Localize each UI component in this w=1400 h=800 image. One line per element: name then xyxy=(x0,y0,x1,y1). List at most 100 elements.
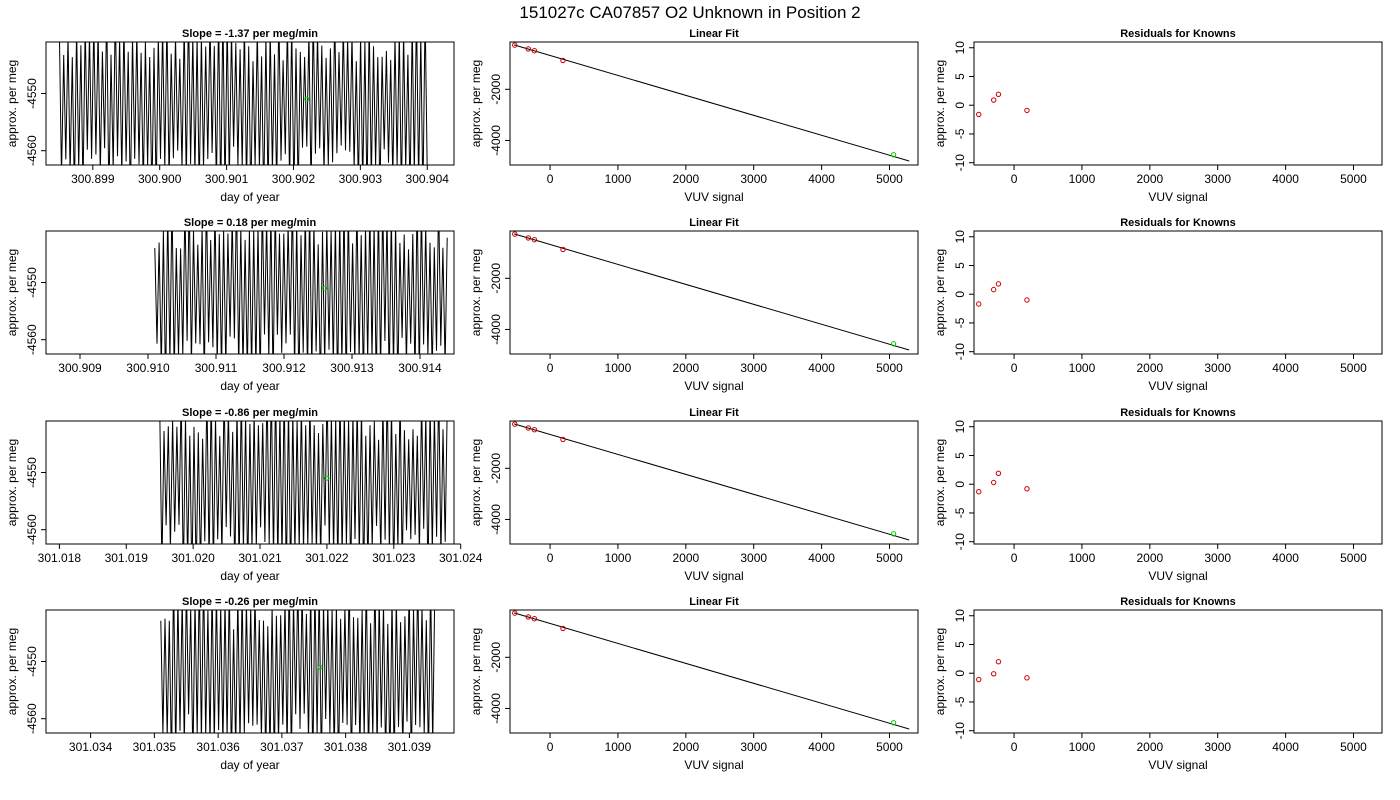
x-tick-label: 4000 xyxy=(1272,740,1299,754)
y-axis-label: approx. per meg xyxy=(933,628,947,715)
panel-11: Linear Fit 0 1000 2000 3000 4000 5000 -2000 -400… xyxy=(469,596,919,772)
x-tick-label: 300.914 xyxy=(398,361,442,375)
panel-12: Residuals for Knowns 0 1000 2000 3000 4000 500… xyxy=(933,596,1383,772)
y-tick-label: 0 xyxy=(953,670,967,677)
y-axis-label: approx. per meg xyxy=(469,439,483,526)
x-tick-label: 3000 xyxy=(740,172,767,186)
x-tick-label: 301.038 xyxy=(324,740,368,754)
x-tick-label: 301.020 xyxy=(171,551,215,565)
panel-title: Slope = 0.18 per meg/min xyxy=(184,217,317,229)
plot-frame xyxy=(973,41,1383,166)
plot-frame xyxy=(973,609,1383,734)
x-tick-label: 301.024 xyxy=(439,551,483,565)
y-tick-label: 5 xyxy=(953,641,967,648)
x-tick-label: 3000 xyxy=(740,551,767,565)
data-trace xyxy=(59,42,428,165)
known-point xyxy=(976,301,982,307)
x-tick-label: 301.022 xyxy=(305,551,349,565)
panel-title: Linear Fit xyxy=(689,596,739,608)
panel-grid: Slope = -1.37 per meg/min 300.899 300.900 3… xyxy=(5,28,1383,772)
y-tick-label: -5 xyxy=(953,696,967,707)
plot-frame xyxy=(45,420,455,545)
x-tick-label: 301.019 xyxy=(105,551,149,565)
x-tick-label: 2000 xyxy=(672,361,699,375)
panel-title: Residuals for Knowns xyxy=(1120,217,1236,229)
y-tick-label: -4560 xyxy=(25,135,39,166)
x-axis-label: VUV signal xyxy=(684,190,743,204)
x-tick-label: 300.902 xyxy=(272,172,316,186)
data-trace xyxy=(159,421,448,544)
known-point xyxy=(990,671,997,677)
unknown-marker xyxy=(322,285,328,291)
plot-area xyxy=(512,610,910,730)
unknown-marker xyxy=(324,475,330,481)
y-axis-label: approx. per meg xyxy=(933,439,947,526)
x-tick-label: 301.036 xyxy=(196,740,240,754)
x-tick-label: 0 xyxy=(1011,361,1018,375)
x-tick-label: 4000 xyxy=(1272,172,1299,186)
x-tick-label: 4000 xyxy=(808,740,835,754)
plot-area xyxy=(160,610,436,733)
y-tick-label: 0 xyxy=(953,481,967,488)
unknown-marker xyxy=(304,96,310,102)
known-point xyxy=(995,659,1002,665)
x-tick-label: 301.018 xyxy=(38,551,82,565)
known-point xyxy=(976,488,982,495)
y-tick-label: -5 xyxy=(953,317,967,328)
x-axis-label: VUV signal xyxy=(1148,758,1207,772)
y-axis-label: approx. per meg xyxy=(5,439,19,526)
y-tick-label: 0 xyxy=(953,291,967,298)
x-tick-label: 4000 xyxy=(1272,551,1299,565)
known-point xyxy=(995,281,1002,287)
plot-area xyxy=(976,91,1030,118)
x-tick-label: 5000 xyxy=(1340,551,1367,565)
known-point xyxy=(560,625,566,632)
plot-frame xyxy=(45,230,455,355)
y-tick-label: -4000 xyxy=(489,693,503,724)
x-axis-label: day of year xyxy=(220,190,279,204)
unknown-point xyxy=(890,152,897,158)
plot-area xyxy=(976,470,1030,495)
panel-title: Residuals for Knowns xyxy=(1120,28,1236,40)
x-tick-label: 0 xyxy=(547,172,554,186)
x-tick-label: 1000 xyxy=(1069,361,1096,375)
panel-10: Slope = -0.26 per meg/min 301.034 301.035 3… xyxy=(5,596,455,772)
x-tick-label: 300.912 xyxy=(262,361,306,375)
x-tick-label: 1000 xyxy=(1069,740,1096,754)
x-axis-label: day of year xyxy=(220,758,279,772)
x-tick-label: 1000 xyxy=(605,172,632,186)
data-trace xyxy=(160,610,436,733)
x-tick-label: 301.021 xyxy=(238,551,282,565)
y-axis-label: approx. per meg xyxy=(469,60,483,147)
known-point xyxy=(525,46,532,52)
x-tick-label: 4000 xyxy=(1272,361,1299,375)
unknown-point xyxy=(890,531,897,537)
x-tick-label: 5000 xyxy=(876,361,903,375)
x-tick-label: 300.899 xyxy=(71,172,115,186)
x-tick-label: 0 xyxy=(1011,551,1018,565)
y-tick-label: -2000 xyxy=(489,453,503,484)
y-tick-label: 0 xyxy=(953,102,967,109)
x-axis-label: day of year xyxy=(220,379,279,393)
x-axis-label: VUV signal xyxy=(1148,190,1207,204)
y-axis-label: approx. per meg xyxy=(5,628,19,715)
x-tick-label: 300.904 xyxy=(406,172,450,186)
plot-frame xyxy=(509,420,919,545)
plot-frame xyxy=(509,230,919,355)
x-tick-label: 5000 xyxy=(1340,740,1367,754)
y-tick-label: -4550 xyxy=(25,78,39,109)
known-point xyxy=(525,425,532,431)
known-point xyxy=(560,436,566,443)
known-point xyxy=(512,231,518,237)
x-tick-label: 3000 xyxy=(1204,172,1231,186)
x-tick-label: 4000 xyxy=(808,172,835,186)
x-tick-label: 5000 xyxy=(1340,361,1367,375)
known-point xyxy=(1024,297,1030,303)
x-tick-label: 300.913 xyxy=(330,361,374,375)
x-tick-label: 0 xyxy=(547,740,554,754)
panel-title: Linear Fit xyxy=(689,407,739,419)
y-tick-label: -4560 xyxy=(25,324,39,355)
x-tick-label: 2000 xyxy=(672,551,699,565)
panel-5: Linear Fit 0 1000 2000 3000 4000 5000 -2000 -400… xyxy=(469,217,919,393)
x-tick-label: 300.910 xyxy=(126,361,170,375)
